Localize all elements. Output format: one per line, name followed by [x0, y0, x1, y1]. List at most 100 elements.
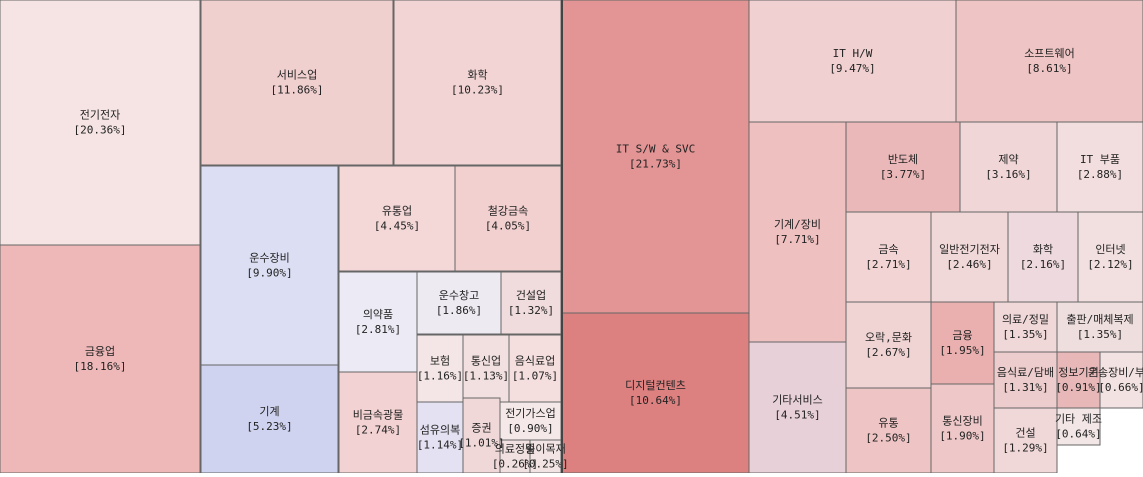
sector-label: 통신업 — [471, 355, 501, 368]
sector-label: 일반전기전자 — [939, 242, 1000, 256]
sector-label: 화학 — [467, 69, 487, 82]
sector-tile — [416, 401, 464, 474]
sector-value-label: [2.50%] — [865, 432, 911, 445]
sector-label: 유통 — [878, 417, 898, 430]
sector-tile — [338, 371, 418, 474]
sector-value-label: [3.16%] — [985, 168, 1031, 181]
sector-tile — [500, 271, 562, 335]
sector-value-label: [1.32%] — [508, 304, 554, 317]
sector-value-label: [1.01%] — [458, 437, 504, 450]
sector-label: 종이목재 — [525, 443, 565, 456]
sector-tile — [1007, 211, 1079, 303]
sector-value-label: [10.64%] — [629, 394, 682, 407]
sector-value-label: [1.16%] — [417, 370, 463, 383]
sector-value-label: [2.74%] — [355, 424, 401, 437]
sector-label: 기계/장비 — [774, 218, 821, 231]
sector-label: 운송장비/부품 — [1088, 366, 1143, 379]
sector-label: 건설 — [1015, 427, 1035, 440]
sector-value-label: [20.36%] — [74, 124, 127, 137]
sector-label: 인터넷 — [1095, 243, 1125, 256]
sector-value-label: [9.47%] — [829, 62, 875, 75]
sector-tile — [561, 312, 750, 474]
sector-tile — [462, 334, 510, 403]
sector-tile — [1056, 407, 1101, 446]
sector-tile — [845, 387, 932, 474]
sector-label: 의료/정밀 — [1002, 313, 1049, 326]
sector-value-label: [8.61%] — [1026, 62, 1072, 75]
sector-value-label: [1.31%] — [1002, 381, 1048, 394]
sector-value-label: [0.25%] — [522, 458, 568, 471]
sector-tile — [416, 334, 464, 403]
sector-label: 서비스업 — [277, 69, 317, 82]
sector-tile — [845, 301, 932, 389]
sector-tile — [393, 0, 562, 166]
sector-label: 금융업 — [85, 345, 115, 358]
sector-value-label: [2.67%] — [865, 346, 911, 359]
sector-tile — [338, 271, 418, 373]
sector-value-label: [1.90%] — [939, 430, 985, 443]
sector-value-label: [1.95%] — [939, 344, 985, 357]
sector-tile — [930, 383, 995, 474]
sector-tile — [462, 397, 501, 474]
sector-value-label: [2.16%] — [1020, 258, 1066, 271]
sector-value-label: [1.13%] — [463, 370, 509, 383]
sector-tile — [959, 121, 1058, 213]
sector-tile — [955, 0, 1143, 123]
sector-label: 전기전자 — [80, 109, 120, 122]
sector-tile — [499, 401, 562, 441]
sector-label: 금속 — [878, 243, 898, 256]
sector-tile — [845, 211, 932, 303]
sector-label: 건설업 — [516, 289, 546, 302]
sector-label: 디지털컨텐츠 — [625, 379, 686, 392]
sector-label: 금융 — [952, 329, 972, 342]
sector-value-label: [1.14%] — [417, 439, 463, 452]
sector-tile — [1099, 351, 1143, 409]
sector-value-label: [7.71%] — [774, 233, 820, 246]
sector-label: 정보기기 — [1058, 366, 1098, 379]
sector-value-label: [4.45%] — [374, 220, 420, 233]
sector-tile — [748, 0, 957, 123]
sector-label: 운수창고 — [439, 289, 479, 302]
sector-tile — [993, 407, 1058, 474]
sector-value-label: [4.05%] — [485, 220, 531, 233]
sector-value-label: [2.12%] — [1087, 258, 1133, 271]
sector-label: 의약품 — [363, 307, 393, 321]
sector-label: 전기가스업 — [505, 407, 556, 420]
sector-tile — [1077, 211, 1143, 303]
sector-tile — [748, 121, 847, 343]
sector-value-label: [0.64%] — [1055, 428, 1101, 441]
sector-value-label: [0.90%] — [507, 422, 553, 435]
sector-tile — [930, 211, 1009, 303]
sector-label: 섬유의복 — [420, 424, 460, 437]
sector-value-label: [0.66%] — [1098, 381, 1143, 394]
sector-label: IT 부품 — [1080, 153, 1120, 166]
sector-tile — [338, 165, 456, 272]
sector-value-label: [3.77%] — [880, 168, 926, 181]
sector-label: IT H/W — [833, 47, 873, 60]
sector-label: 증권 — [471, 422, 491, 435]
sector-tile — [993, 351, 1058, 409]
sector-value-label: [2.81%] — [355, 323, 401, 336]
sector-value-label: [9.90%] — [246, 267, 292, 280]
sector-value-label: [1.29%] — [1002, 442, 1048, 455]
sector-label: 보험 — [430, 355, 450, 368]
sector-tile — [200, 0, 394, 166]
sector-tile — [561, 0, 750, 314]
sector-label: 제약 — [998, 152, 1018, 166]
sector-value-label: [2.71%] — [865, 258, 911, 271]
sector-label: 소프트웨어 — [1024, 47, 1075, 60]
sector-label: 오락,문화 — [865, 331, 912, 344]
sector-label: IT S/W & SVC — [616, 143, 695, 156]
sector-tile — [1056, 351, 1101, 409]
sector-tile — [508, 334, 562, 403]
sector-tile — [0, 0, 201, 246]
sector-tile — [200, 165, 339, 366]
sector-label: 출판/매체복제 — [1066, 313, 1133, 326]
sector-label: 통신장비 — [942, 415, 982, 428]
sector-label: 의료정밀 — [495, 443, 535, 456]
sector-value-label: [2.88%] — [1077, 168, 1123, 181]
sector-tile — [454, 165, 562, 272]
sector-tile — [200, 364, 339, 474]
sector-tile — [0, 244, 201, 474]
sector-label: 기타서비스 — [772, 394, 823, 407]
